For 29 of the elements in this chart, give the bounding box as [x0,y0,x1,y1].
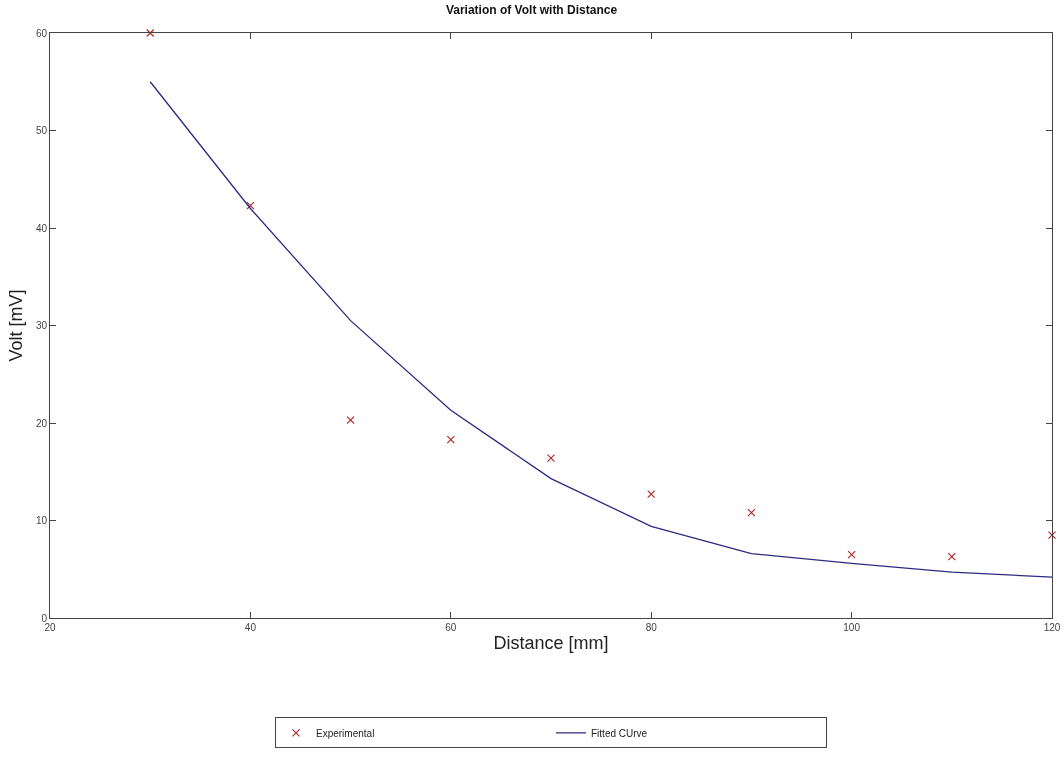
point [947,552,956,561]
point [647,490,656,499]
y-tick-label: 60 [35,27,48,39]
point [246,201,255,210]
point [1047,531,1057,540]
y-tick-label: 30 [35,320,48,331]
x-axis-title: Distance [mm] [493,633,609,654]
point [346,415,355,425]
point [446,435,455,444]
y-axis-title: Volt [mV] [6,289,27,362]
line-series [149,81,1052,578]
point [546,454,556,463]
x-tick-label: 120 [1043,622,1061,633]
x-tick-label: 20 [44,622,56,633]
legend-label: Fitted CUrve [591,727,648,739]
legend-label: Experimental [316,727,375,739]
x-tick-label: 100 [843,622,861,633]
y-tick-label: 0 [41,612,48,624]
point [146,28,155,38]
x-tick-label: 40 [244,622,257,633]
point [847,550,856,559]
x-tick-label: 80 [645,622,658,633]
x-tick-label: 60 [445,622,457,633]
chart-title: Variation of Volt with Distance [445,3,618,18]
y-tick-label: 20 [35,417,48,429]
y-tick-label: 10 [35,515,48,526]
y-tick-label: 50 [35,125,48,136]
y-tick-label: 40 [35,222,48,234]
point [747,508,756,517]
